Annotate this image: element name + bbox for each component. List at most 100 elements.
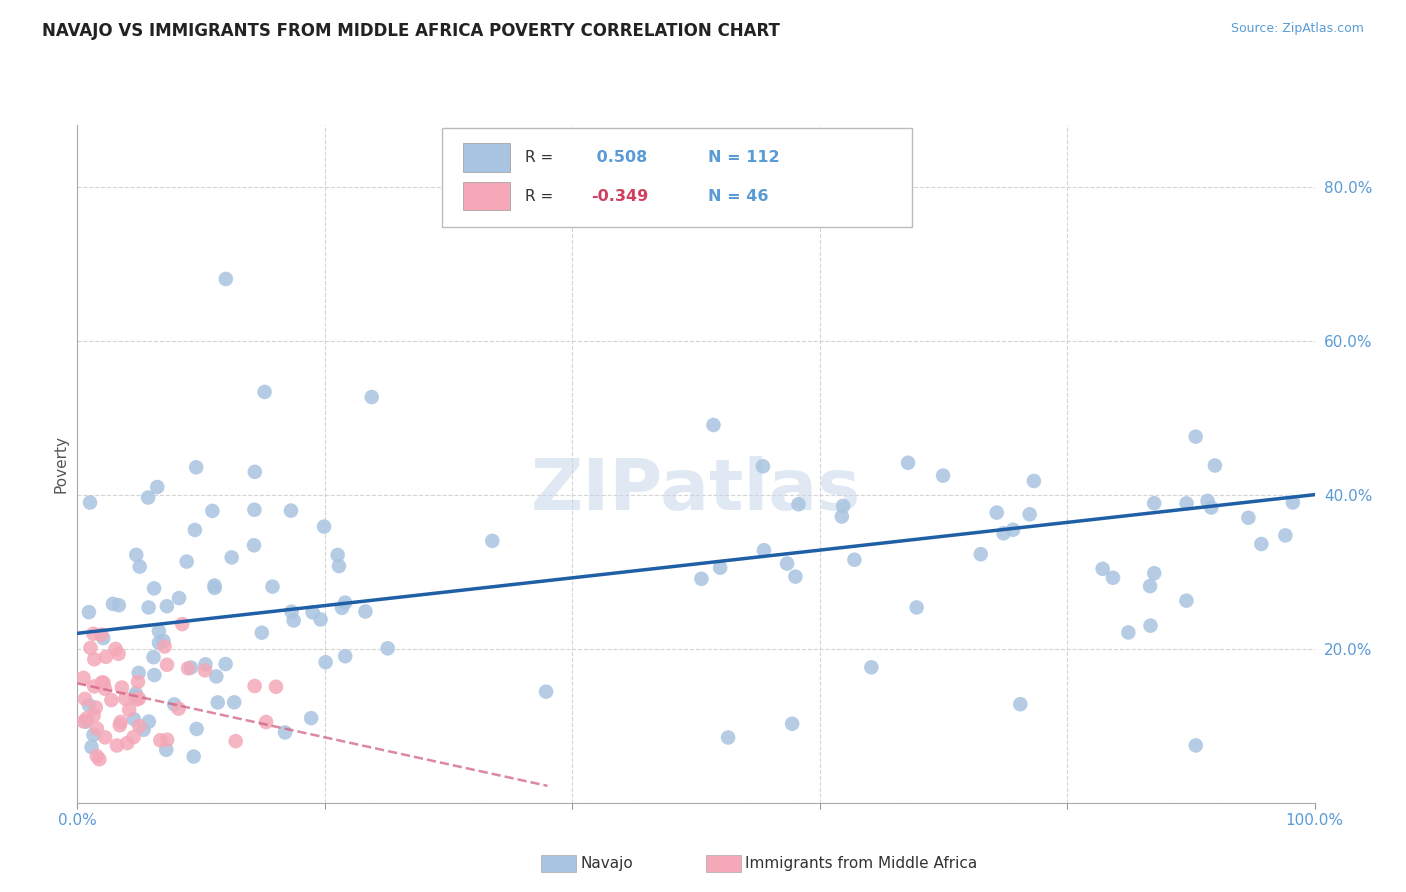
Point <box>142 650 165 665</box>
Point <box>194 657 217 672</box>
Point <box>752 543 775 558</box>
Point <box>94 731 117 745</box>
Point <box>897 456 920 470</box>
Text: N = 112: N = 112 <box>709 150 780 165</box>
Y-axis label: Poverty: Poverty <box>53 434 69 493</box>
Point <box>204 578 226 592</box>
Point <box>94 681 117 696</box>
Point <box>128 665 150 680</box>
Point <box>148 624 170 638</box>
Point <box>163 698 186 712</box>
Point <box>186 722 208 736</box>
Point <box>993 526 1015 541</box>
Point <box>280 503 302 517</box>
Point <box>280 605 302 619</box>
Point <box>132 723 155 737</box>
Point <box>831 509 853 524</box>
Point <box>73 691 96 706</box>
Point <box>77 605 100 619</box>
Point <box>243 679 266 693</box>
Point <box>970 547 993 561</box>
FancyBboxPatch shape <box>443 128 912 227</box>
Point <box>905 600 928 615</box>
Point <box>90 627 112 641</box>
Text: Navajo: Navajo <box>581 856 634 871</box>
Point <box>72 671 94 685</box>
Point <box>844 552 866 566</box>
Point <box>333 596 356 610</box>
Point <box>111 681 134 695</box>
Point <box>117 736 139 750</box>
Point <box>91 675 114 690</box>
Point <box>201 504 224 518</box>
Point <box>1018 508 1040 522</box>
Point <box>932 468 955 483</box>
Point <box>114 691 136 706</box>
Text: NAVAJO VS IMMIGRANTS FROM MIDDLE AFRICA POVERTY CORRELATION CHART: NAVAJO VS IMMIGRANTS FROM MIDDLE AFRICA … <box>42 22 780 40</box>
Point <box>274 725 297 739</box>
Point <box>1197 494 1219 508</box>
Point <box>215 272 238 286</box>
Point <box>243 502 266 516</box>
Point <box>243 465 266 479</box>
Point <box>1204 458 1226 473</box>
Point <box>101 597 124 611</box>
Point <box>77 698 100 713</box>
Point <box>153 640 176 654</box>
Point <box>156 657 179 672</box>
Point <box>83 680 105 694</box>
Point <box>224 695 246 709</box>
Point <box>76 711 98 725</box>
Point <box>186 460 208 475</box>
Point <box>243 538 266 552</box>
Point <box>1175 496 1198 510</box>
Point <box>73 714 96 729</box>
Point <box>207 695 229 709</box>
Point <box>262 580 284 594</box>
Point <box>83 708 105 723</box>
Point <box>118 703 141 717</box>
Point <box>128 559 150 574</box>
Point <box>326 548 349 562</box>
Point <box>183 749 205 764</box>
Point <box>84 700 107 714</box>
Point <box>1002 523 1025 537</box>
Point <box>204 581 226 595</box>
Point <box>125 692 148 706</box>
Point <box>832 499 855 513</box>
Point <box>100 693 122 707</box>
Point <box>124 690 146 704</box>
Point <box>86 749 108 764</box>
Text: ZIPatlas: ZIPatlas <box>531 457 860 525</box>
Text: 0.508: 0.508 <box>591 150 647 165</box>
Text: N = 46: N = 46 <box>709 188 769 203</box>
Point <box>75 714 97 729</box>
Point <box>1250 537 1272 551</box>
Point <box>1010 697 1032 711</box>
Point <box>315 655 337 669</box>
Point <box>205 669 228 683</box>
Point <box>167 701 190 715</box>
Point <box>986 506 1008 520</box>
Point <box>127 674 149 689</box>
Point <box>107 599 129 613</box>
Point <box>107 647 129 661</box>
Point <box>1237 510 1260 524</box>
Point <box>143 668 166 682</box>
Point <box>86 722 108 736</box>
Point <box>330 600 353 615</box>
Point <box>1184 739 1206 753</box>
Point <box>110 714 132 729</box>
Text: R =: R = <box>526 188 558 203</box>
Point <box>138 600 160 615</box>
Text: Source: ZipAtlas.com: Source: ZipAtlas.com <box>1230 22 1364 36</box>
FancyBboxPatch shape <box>464 182 510 211</box>
Point <box>125 686 148 700</box>
Point <box>1175 593 1198 607</box>
Text: -0.349: -0.349 <box>591 188 648 203</box>
Point <box>128 691 150 706</box>
Point <box>146 480 169 494</box>
Point <box>122 712 145 726</box>
Point <box>481 533 503 548</box>
Point <box>155 743 177 757</box>
